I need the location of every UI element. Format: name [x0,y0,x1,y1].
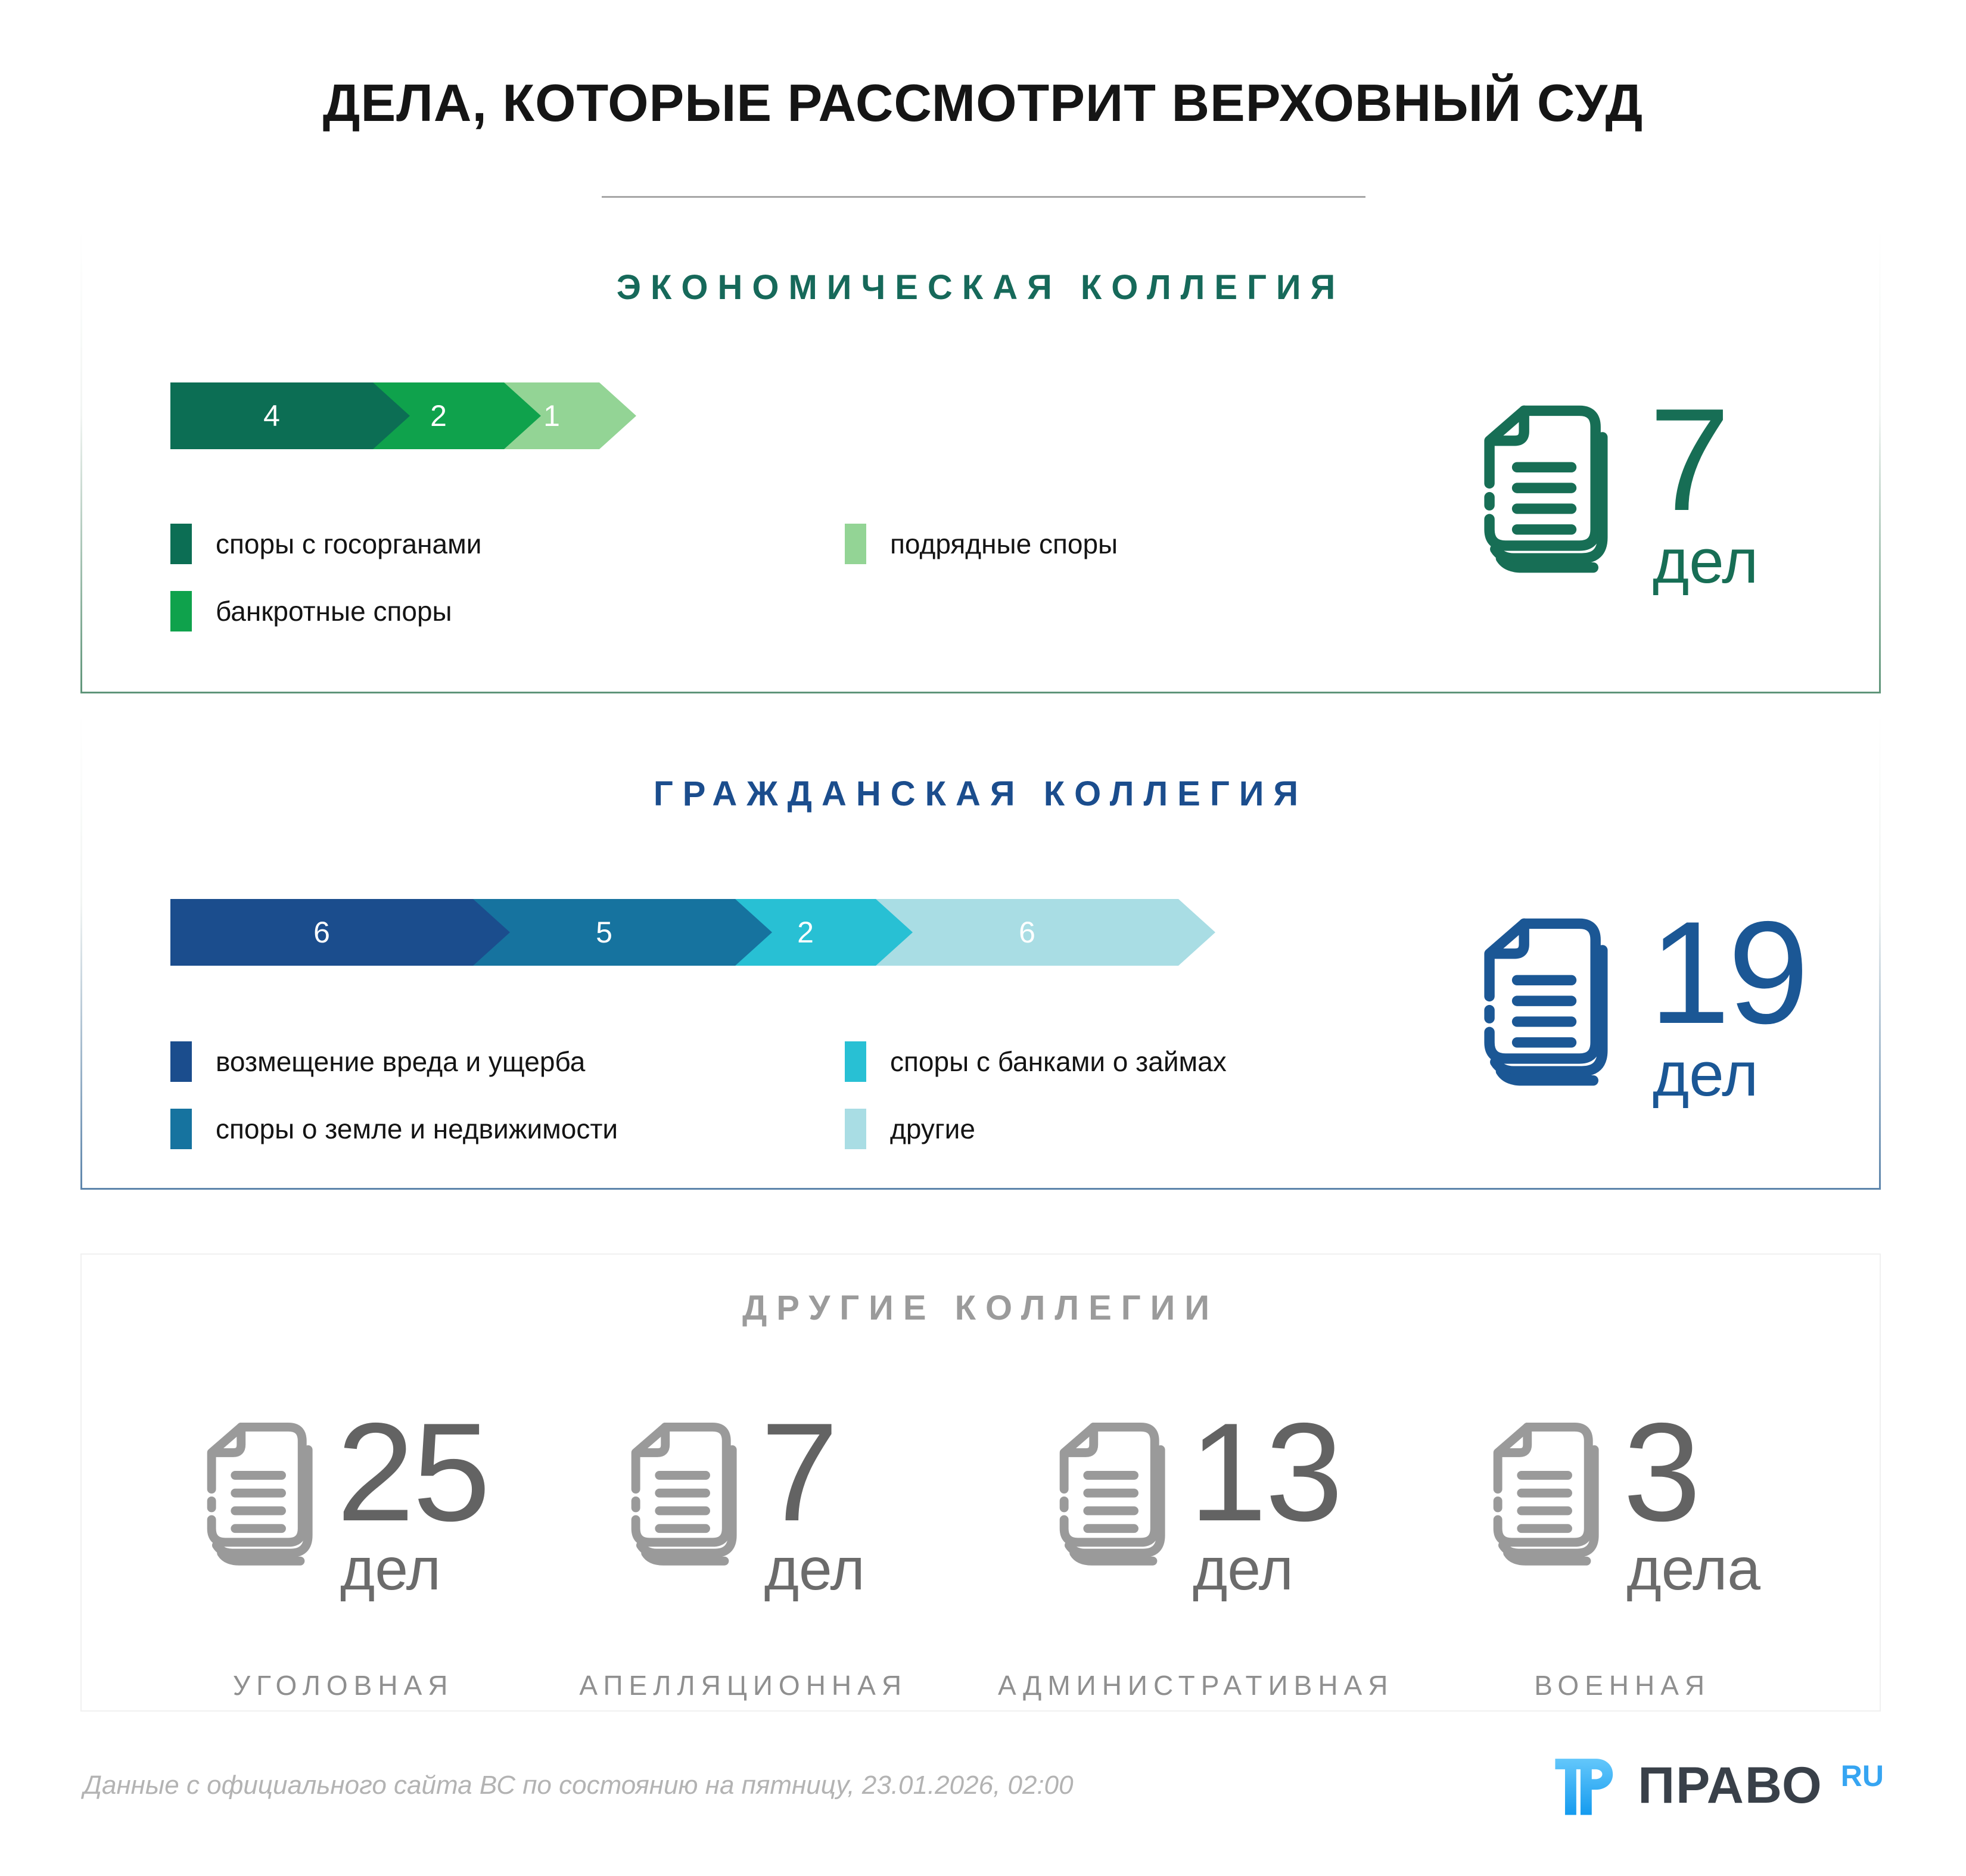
civil-total-number: 19 [1649,891,1809,1054]
other-collegiums-items: 25 дел УГОЛОВНАЯ 7 дел АПЕЛЛЯЦИОННАЯ 13 дел АДМИ… [198,1393,1760,1701]
collegium-name: АПЕЛЛЯЦИОННАЯ [579,1670,908,1701]
civil-total-unit: дел [1653,1040,1759,1109]
legend-swatch [170,1109,192,1149]
legend-swatch [845,1109,866,1149]
count-unit: дел [340,1536,441,1603]
civil-legend-item-4: другие [845,1105,1227,1153]
document-stack-icon [1473,401,1616,580]
document-stack-icon [198,1416,320,1574]
civil-arrow-segment-2: 5 [473,899,772,966]
count-number: 25 [337,1393,490,1550]
legend-swatch [845,1041,866,1082]
count-unit: дела [1626,1536,1760,1603]
collegium-count: 3 дела [1623,1393,1760,1604]
title-divider [602,196,1365,198]
collegium-name: ВОЕННАЯ [1534,1670,1711,1701]
civil-arrow-segment-4: 6 [876,899,1215,966]
civil-total: 19 дел [1473,891,1809,1110]
count-number: 7 [760,1393,839,1550]
economic-arrow-segment-1: 4 [170,382,410,449]
legend-swatch [845,524,866,564]
data-source-note: Данные с официального сайта ВС по состоя… [83,1771,1074,1800]
economic-legend-item-2: банкротные споры [170,587,845,635]
economic-legend-item-3: подрядные споры [845,520,1118,568]
pravo-ru-logo[interactable]: ПРАВО RU [1550,1750,1884,1821]
segment-value: 6 [313,916,330,949]
civil-arrow-segment-1: 6 [170,899,510,966]
economic-total-unit: дел [1653,527,1759,596]
segment-value: 2 [797,916,814,949]
economic-total-text: 7 дел [1649,378,1759,598]
legend-label: возмещение вреда и ущерба [216,1046,586,1077]
collegium-count: 13 дел [1189,1393,1343,1604]
logo-text: ПРАВО [1638,1756,1823,1814]
civil-legend-item-1: возмещение вреда и ущерба [170,1038,845,1085]
legend-label: подрядные споры [890,528,1118,559]
pravo-logo-icon [1550,1750,1620,1821]
collegium-count: 25 дел [337,1393,490,1604]
panel-economic: ЭКОНОМИЧЕСКАЯ КОЛЛЕГИЯ 4 2 1 споры с госор… [80,229,1881,693]
civil-legend: возмещение вреда и ущерба споры о земле и… [170,1038,1227,1153]
economic-legend: споры с госорганами банкротные споры подря… [170,520,1118,635]
segment-value: 4 [263,399,280,433]
count-number: 13 [1189,1393,1343,1550]
legend-swatch [170,524,192,564]
logo-suffix: RU [1840,1759,1884,1793]
civil-legend-item-3: споры с банками о займах [845,1038,1227,1085]
civil-total-text: 19 дел [1649,891,1809,1110]
collegium-stat: 3 дела [1484,1393,1760,1604]
collegium-stat: 25 дел [198,1393,490,1604]
document-stack-icon [1473,914,1616,1093]
document-stack-icon [1484,1416,1606,1574]
count-unit: дел [1193,1536,1293,1603]
legend-label: банкротные споры [216,596,452,627]
collegium-name: УГОЛОВНАЯ [232,1670,454,1701]
legend-swatch [170,1041,192,1082]
collegium-stat: 13 дел [1050,1393,1343,1604]
count-unit: дел [764,1536,865,1603]
page-title: ДЕЛА, КОТОРЫЕ РАССМОТРИТ ВЕРХОВНЫЙ СУД [322,73,1644,132]
economic-legend-item-1: споры с госорганами [170,520,845,568]
legend-label: споры о земле и недвижимости [216,1113,618,1144]
document-stack-icon [1050,1416,1172,1574]
civil-title: ГРАЖДАНСКАЯ КОЛЛЕГИЯ [653,774,1308,813]
count-number: 3 [1623,1393,1701,1550]
economic-arrow-row: 4 2 1 [170,382,599,449]
legend-swatch [170,591,192,631]
segment-value: 2 [430,399,447,433]
collegium-item-4: 3 дела ВОЕННАЯ [1484,1393,1760,1701]
economic-total: 7 дел [1473,378,1759,598]
economic-title: ЭКОНОМИЧЕСКАЯ КОЛЛЕГИЯ [616,268,1345,307]
legend-label: другие [890,1113,975,1144]
legend-label: споры с банками о займах [890,1046,1227,1077]
collegium-item-3: 13 дел АДМИНИСТРАТИВНАЯ [997,1393,1394,1701]
collegium-name: АДМИНИСТРАТИВНАЯ [997,1670,1394,1701]
segment-value: 1 [543,399,560,433]
collegium-count: 7 дел [760,1393,865,1604]
legend-label: споры с госорганами [216,528,482,559]
collegium-stat: 7 дел [622,1393,865,1604]
collegium-item-2: 7 дел АПЕЛЛЯЦИОННАЯ [579,1393,908,1701]
panel-civil: ГРАЖДАНСКАЯ КОЛЛЕГИЯ 6 5 2 6 возмещение вре… [80,713,1881,1190]
civil-legend-item-2: споры о земле и недвижимости [170,1105,845,1153]
panel-other-collegiums: ДРУГИЕ КОЛЛЕГИИ 25 дел УГОЛОВНАЯ 7 дел АПЕЛЛЯ… [80,1253,1881,1712]
document-stack-icon [622,1416,744,1574]
segment-value: 6 [1019,916,1035,949]
segment-value: 5 [596,916,612,949]
other-collegiums-title: ДРУГИЕ КОЛЛЕГИИ [742,1289,1220,1327]
economic-total-number: 7 [1649,378,1730,541]
collegium-item-1: 25 дел УГОЛОВНАЯ [198,1393,490,1701]
civil-arrow-row: 6 5 2 6 [170,899,1178,966]
